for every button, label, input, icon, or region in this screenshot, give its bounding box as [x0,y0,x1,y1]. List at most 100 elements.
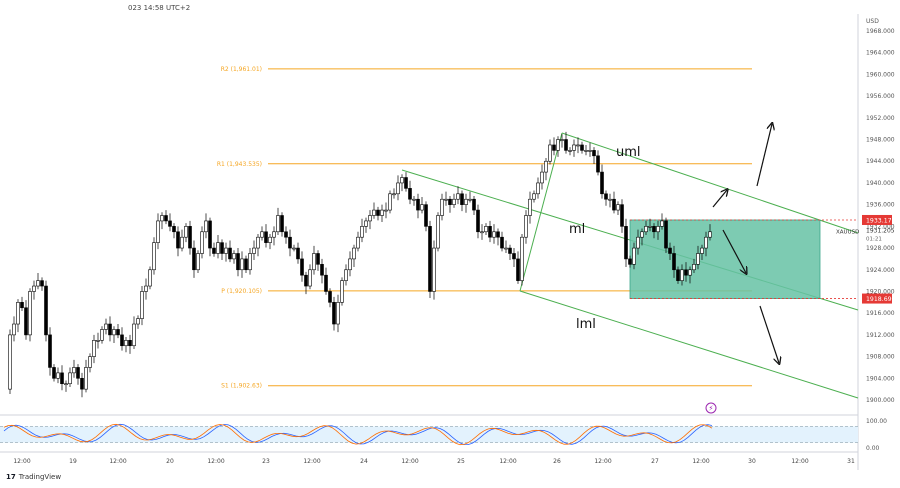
time-axis[interactable]: 12:00 19 12:00 20 12:00 23 12:00 24 12:00 25 12:00… [13,458,855,465]
candle-body [108,323,112,336]
candle-body [332,302,336,325]
candle-body [612,198,616,211]
lower-channel-label: lml [576,317,596,332]
candle-body [52,367,56,379]
candle-body [596,155,600,173]
candle-body [144,285,148,292]
candle-body [356,236,360,249]
price-tick-label: 1924.000 [866,267,895,274]
candle-body [620,204,624,227]
candle-body [80,377,84,390]
pivot-label: S1 (1,902.63) [221,383,262,390]
candle-body [360,226,364,238]
candle-body [516,258,520,281]
price-axis[interactable]: USD 1968.000 1964.000 1960.000 1956.000 1952.… [836,18,896,404]
pivot-lines: R2 (1,961.01) R1 (1,943.535) P (1,920.105)… [217,66,752,390]
candle-body [216,242,220,254]
candle-body [544,160,548,173]
price-tick-label: 1904.000 [866,375,895,382]
candle-body [120,334,124,347]
candle-body [64,383,68,386]
down-arrow-mid[interactable] [722,229,746,273]
candle-body [484,226,488,233]
candle-body [652,226,656,233]
candle-body [196,253,200,271]
time-tick-label: 12:00 [303,458,320,465]
candle-body [48,334,52,368]
candle-body [56,372,60,379]
price-tick-label: 1944.000 [866,158,895,165]
candle-body [428,226,432,292]
time-tick-label: 12:00 [791,458,808,465]
candle-body [636,236,640,249]
candle-body [280,215,284,233]
candle-body [700,247,704,254]
candle-body [628,258,632,265]
candle-body [404,177,408,189]
candle-body [248,253,252,271]
alert-icon[interactable]: ⚡ [705,402,717,414]
time-tick-label: 26 [553,458,561,465]
price-tick-label: 1916.000 [866,310,895,317]
candle-body [228,247,232,260]
current-price-label: 1931.205 [866,228,895,235]
candle-body [112,329,116,336]
candle-body [264,231,268,243]
candle-body [92,340,96,357]
candle-body [396,182,400,195]
upper-channel-label: uml [616,145,641,160]
oscillator-pane: 100.00 0.00 [0,418,887,452]
down-arrow-bottom[interactable] [759,305,779,363]
candle-body [520,236,524,281]
candle-body [60,372,64,385]
upper-median-line[interactable] [561,132,859,234]
candle-body [408,188,412,200]
candle-body [232,253,236,260]
candle-body [660,220,664,227]
lower-median-line[interactable] [519,290,859,399]
time-tick-label: 23 [262,458,270,465]
candle-body [692,264,696,271]
up-arrow-small[interactable] [712,190,727,208]
median-channel-label: ml [569,222,585,237]
brand[interactable]: 17 TradingView [6,473,61,481]
candle-body [368,215,372,222]
up-arrow-top[interactable] [756,124,772,187]
oscillator-k-line [3,423,713,446]
pitchfork-handle[interactable] [519,132,563,292]
oscillator-min-label: 0.00 [866,445,880,452]
candle-body [436,215,440,249]
candle-body [680,269,684,281]
candle-body [704,236,708,249]
candle-body [20,302,24,309]
candle-body [188,226,192,249]
candle-body [268,236,272,243]
candle-body [644,226,648,233]
upper-price-badge [862,214,892,225]
candle-body [236,253,240,271]
candle-body [592,150,596,157]
candle-body [608,198,612,201]
candle-body [496,231,500,238]
candle-body [632,247,636,265]
pivot-label: P (1,920.105) [221,288,262,295]
candle-body [104,323,108,330]
candle-body [24,307,28,336]
candle-body [540,171,544,184]
candle-body [116,329,120,336]
candle-body [416,198,420,211]
candle-body [352,247,356,260]
price-tick-label: 1940.000 [866,180,895,187]
candle-body [468,198,472,201]
projection-arrows[interactable] [712,124,779,363]
candle-body [384,209,388,212]
candle-body [560,139,564,141]
candle-body [376,209,380,216]
oscillator-max-label: 100.00 [866,418,887,425]
candle-body [68,372,72,385]
candle-body [344,269,348,281]
candle-body [200,231,204,254]
candle-body [88,356,92,368]
candle-body [476,209,480,233]
